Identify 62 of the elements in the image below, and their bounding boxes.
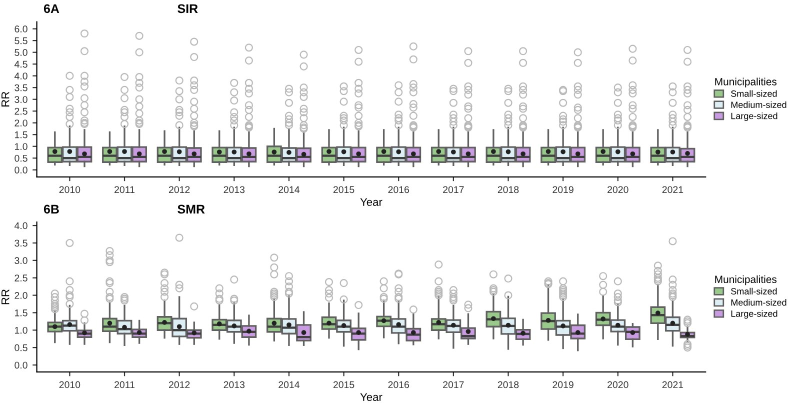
- x-tick-label: 2011: [114, 381, 134, 388]
- y-tick-label: 3.5: [14, 240, 28, 247]
- y-tick-label: 0.5: [14, 154, 28, 162]
- y-tick-label: 2.0: [14, 292, 28, 299]
- y-tick-label: 3.0: [14, 96, 28, 103]
- x-tick-label: 2018: [498, 381, 519, 388]
- x-tick-label: 2016: [388, 381, 409, 388]
- y-tick-label: 5.5: [14, 37, 28, 44]
- x-tick-label: 2016: [388, 186, 409, 194]
- x-tick-label: 2019: [552, 381, 574, 388]
- y-tick-label: 1.5: [15, 131, 28, 138]
- y-tick-label: 1.5: [15, 310, 28, 316]
- x-axis-title: Year: [360, 393, 382, 401]
- y-tick-label: 5.0: [14, 49, 28, 56]
- legend-label: Large-sized: [731, 310, 778, 319]
- chart-subtitle: SMR: [178, 204, 205, 214]
- y-axis-title: RR: [2, 290, 10, 304]
- x-tick-label: 2017: [443, 186, 464, 194]
- x-tick-label: 2011: [114, 186, 134, 194]
- y-tick-label: 1.0: [15, 143, 28, 150]
- y-tick-label: 6.0: [14, 26, 28, 32]
- x-tick-label: 2010: [59, 186, 80, 194]
- x-tick-label: 2013: [224, 381, 245, 388]
- chart-subtitle: SIR: [178, 4, 198, 14]
- x-tick-label: 2020: [608, 186, 628, 194]
- y-tick-label: 2.0: [14, 120, 28, 126]
- legend-title: Municipalities: [715, 275, 777, 286]
- y-tick-label: 1.0: [15, 326, 28, 334]
- legend-label: Small-sized: [731, 288, 777, 294]
- x-tick-label: 2015: [333, 381, 354, 388]
- x-tick-label: 2015: [333, 186, 354, 194]
- y-tick-label: 2.5: [14, 108, 28, 115]
- legend-label: Large-sized: [731, 112, 778, 121]
- y-axis-title: RR: [2, 92, 10, 106]
- x-tick-label: 2018: [498, 186, 519, 194]
- x-tick-label: 2010: [59, 381, 80, 388]
- x-tick-label: 2021: [662, 186, 684, 194]
- y-tick-label: 4.0: [14, 222, 28, 230]
- x-tick-label: 2020: [608, 381, 628, 388]
- x-tick-label: 2014: [278, 186, 300, 194]
- x-tick-label: 2021: [662, 381, 684, 388]
- x-tick-label: 2013: [224, 186, 245, 194]
- y-tick-label: 4.5: [14, 60, 28, 68]
- y-tick-label: 0.5: [14, 344, 28, 352]
- chart-title: 6B: [44, 204, 59, 214]
- y-tick-label: 3.5: [14, 84, 28, 92]
- legend-title: Municipalities: [715, 78, 777, 88]
- x-tick-label: 2012: [169, 186, 190, 194]
- x-tick-label: 2014: [278, 381, 300, 388]
- x-tick-label: 2019: [552, 186, 574, 194]
- x-tick-label: 2017: [443, 381, 464, 388]
- legend-label: Small-sized: [731, 90, 777, 97]
- y-tick-label: 2.5: [14, 274, 28, 282]
- y-tick-label: 4.0: [14, 72, 28, 80]
- x-axis-title: Year: [360, 198, 382, 206]
- legend-label: Medium-sized: [731, 299, 786, 306]
- y-tick-label: 0.0: [14, 166, 28, 174]
- y-tick-label: 0.0: [14, 362, 28, 369]
- chart-title: 6A: [44, 4, 60, 14]
- legend-label: Medium-sized: [731, 101, 786, 108]
- x-tick-label: 2012: [169, 381, 190, 388]
- y-tick-label: 3.0: [14, 257, 28, 264]
